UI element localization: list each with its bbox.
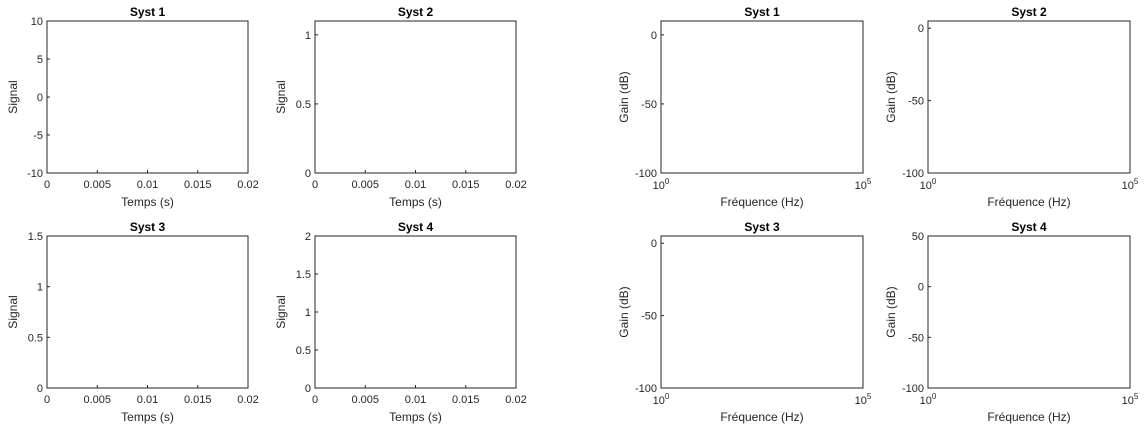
x-axis-label: Fréquence (Hz) xyxy=(720,410,803,424)
x-tick-label: 105 xyxy=(855,392,872,407)
axes-frame xyxy=(314,235,517,389)
time-syst3-axes: 0 0.005 0.01 0.015 0.02 0 0.5 1 1.5 Syst 3 Temps (… xyxy=(6,220,259,424)
y-tick-label: 0 xyxy=(918,23,924,35)
y-axis-label: Gain (dB) xyxy=(617,286,631,337)
x-tick-label: 0.005 xyxy=(83,394,111,406)
y-axis-label: Gain (dB) xyxy=(884,286,898,337)
y-tick-label: -50 xyxy=(908,332,924,344)
axes-frame xyxy=(46,235,249,389)
x-axis-label: Temps (s) xyxy=(121,410,174,424)
x-tick-label: 0.02 xyxy=(237,179,258,191)
time-syst1-axes: 0 0.005 0.01 0.015 0.02 -10 -5 0 5 10 Syst 1 Temps … xyxy=(6,5,259,209)
x-tick-label: 0 xyxy=(44,394,50,406)
bode-syst3-axes: 100 105 -100 -50 0 Syst 3 Fréquence (Hz) Gain (… xyxy=(617,220,872,424)
y-tick-label: 0 xyxy=(37,383,43,395)
y-axis-label: Signal xyxy=(6,295,20,328)
x-tick-label: 105 xyxy=(855,177,872,192)
y-tick-label: -50 xyxy=(641,311,657,323)
y-tick-label: -50 xyxy=(641,99,657,111)
x-tick-label: 0.005 xyxy=(83,179,111,191)
axes-frame xyxy=(660,20,864,174)
y-tick-label: 50 xyxy=(912,231,924,243)
x-axis-label: Fréquence (Hz) xyxy=(987,410,1070,424)
x-tick-label: 0.015 xyxy=(184,179,212,191)
x-tick-label: 0.02 xyxy=(237,394,258,406)
x-tick-label: 0.01 xyxy=(137,394,158,406)
y-tick-label: 1 xyxy=(305,307,311,319)
x-tick-label: 0 xyxy=(312,179,318,191)
y-tick-label: -100 xyxy=(635,168,657,180)
chart-title: Syst 3 xyxy=(744,220,780,234)
y-tick-label: 1 xyxy=(37,282,43,294)
axes-frame xyxy=(927,20,1131,174)
y-axis-label: Gain (dB) xyxy=(884,71,898,122)
axes-frame xyxy=(660,235,864,389)
bode-syst4-axes: 100 105 -100 -50 0 50 Syst 4 Fréquence (Hz) Gain… xyxy=(884,220,1139,424)
y-tick-label: -100 xyxy=(902,383,924,395)
x-tick-label: 105 xyxy=(1122,177,1139,192)
axes-frame xyxy=(927,235,1131,389)
x-tick-label: 100 xyxy=(653,392,670,407)
x-tick-label: 0 xyxy=(312,394,318,406)
chart-title: Syst 3 xyxy=(130,220,166,234)
chart-title: Syst 2 xyxy=(398,5,434,19)
time-syst4-axes: 0 0.005 0.01 0.015 0.02 0 0.5 1 1.5 2 Syst 4 Temps … xyxy=(274,220,527,424)
x-tick-label: 0.01 xyxy=(405,179,426,191)
y-tick-label: 0 xyxy=(305,383,311,395)
x-axis-label: Temps (s) xyxy=(389,410,442,424)
axes-frame xyxy=(314,20,517,174)
x-tick-label: 100 xyxy=(920,177,937,192)
x-tick-label: 100 xyxy=(920,392,937,407)
x-tick-label: 100 xyxy=(653,177,670,192)
x-axis-label: Fréquence (Hz) xyxy=(720,195,803,209)
x-tick-label: 0.02 xyxy=(505,394,526,406)
y-tick-label: 2 xyxy=(305,231,311,243)
axes-frame xyxy=(46,20,249,174)
x-tick-label: 0.015 xyxy=(452,179,480,191)
y-tick-label: -50 xyxy=(908,96,924,108)
y-tick-label: 0.5 xyxy=(296,345,311,357)
y-tick-label: -100 xyxy=(635,383,657,395)
y-tick-label: 0 xyxy=(918,282,924,294)
y-axis-label: Signal xyxy=(6,80,20,113)
y-tick-label: 0 xyxy=(37,92,43,104)
x-axis-label: Temps (s) xyxy=(121,195,174,209)
y-tick-label: 0 xyxy=(651,238,657,250)
y-tick-label: 10 xyxy=(31,16,43,28)
y-axis-label: Gain (dB) xyxy=(617,71,631,122)
time-syst2-axes: 0 0.005 0.01 0.015 0.02 0 0.5 1 Syst 2 Temps (s) S… xyxy=(274,5,527,209)
y-tick-label: 0 xyxy=(305,168,311,180)
y-tick-label: 5 xyxy=(37,54,43,66)
y-tick-label: 0 xyxy=(651,30,657,42)
chart-title: Syst 4 xyxy=(1011,220,1047,234)
y-tick-label: 1 xyxy=(305,30,311,42)
x-tick-label: 0.01 xyxy=(137,179,158,191)
x-tick-label: 105 xyxy=(1122,392,1139,407)
y-axis-label: Signal xyxy=(274,80,288,113)
x-tick-label: 0.02 xyxy=(505,179,526,191)
x-tick-label: 0.005 xyxy=(351,179,379,191)
chart-title: Syst 2 xyxy=(1011,5,1047,19)
y-tick-label: 0.5 xyxy=(28,332,43,344)
x-tick-label: 0.005 xyxy=(351,394,379,406)
y-tick-label: 1.5 xyxy=(296,269,311,281)
bode-syst2-axes: 100 105 -100 -50 0 Syst 2 Fréquence (Hz) Gain (… xyxy=(884,5,1139,209)
x-tick-label: 0.01 xyxy=(405,394,426,406)
y-tick-label: -100 xyxy=(902,168,924,180)
y-tick-label: 1.5 xyxy=(28,231,43,243)
x-tick-label: 0.015 xyxy=(184,394,212,406)
y-tick-label: 0.5 xyxy=(296,99,311,111)
chart-title: Syst 4 xyxy=(398,220,434,234)
y-tick-label: -5 xyxy=(33,130,43,142)
chart-title: Syst 1 xyxy=(744,5,780,19)
y-tick-label: -10 xyxy=(27,168,43,180)
x-tick-label: 0.015 xyxy=(452,394,480,406)
y-axis-label: Signal xyxy=(274,295,288,328)
bode-syst1-axes: 100 105 -100 -50 0 Syst 1 Fréquence (Hz) Gain (… xyxy=(617,5,872,209)
x-axis-label: Fréquence (Hz) xyxy=(987,195,1070,209)
x-tick-label: 0 xyxy=(44,179,50,191)
chart-title: Syst 1 xyxy=(130,5,166,19)
x-axis-label: Temps (s) xyxy=(389,195,442,209)
